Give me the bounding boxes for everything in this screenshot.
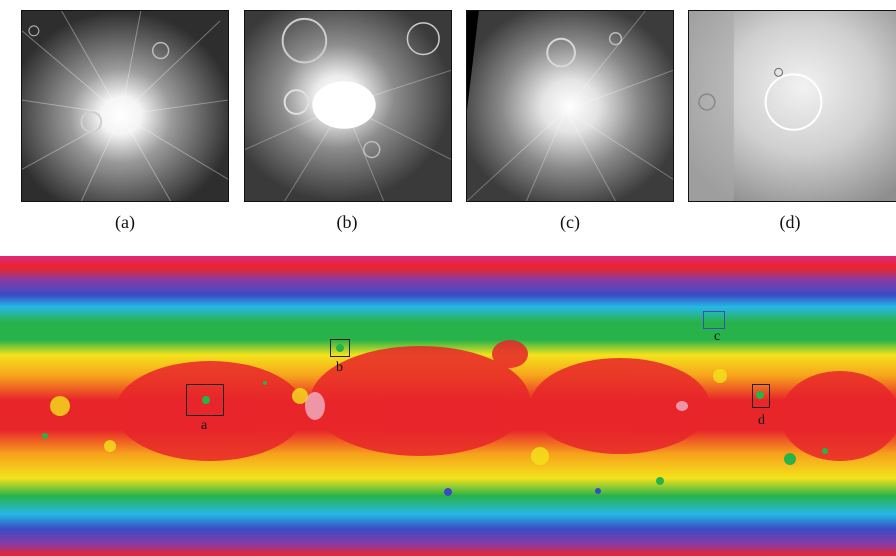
crater-image-b xyxy=(244,10,452,202)
marker-label-d: d xyxy=(758,413,765,428)
marker-box-c xyxy=(703,311,725,329)
marker-box-b xyxy=(330,339,350,357)
caption-b: (b) xyxy=(336,212,358,232)
marker-box-d xyxy=(752,384,770,408)
marker-label-c: c xyxy=(714,329,721,344)
caption-a: (a) xyxy=(115,212,135,232)
marker-label-a: a xyxy=(201,418,208,433)
crater-image-d xyxy=(688,10,896,202)
marker-label-b: b xyxy=(336,360,343,375)
caption-d: (d) xyxy=(779,212,801,232)
global-map: a b c d xyxy=(0,256,896,556)
marker-box-a xyxy=(186,384,224,416)
crater-image-c xyxy=(466,10,674,202)
caption-c: (c) xyxy=(560,212,580,232)
crater-image-a xyxy=(21,10,229,202)
